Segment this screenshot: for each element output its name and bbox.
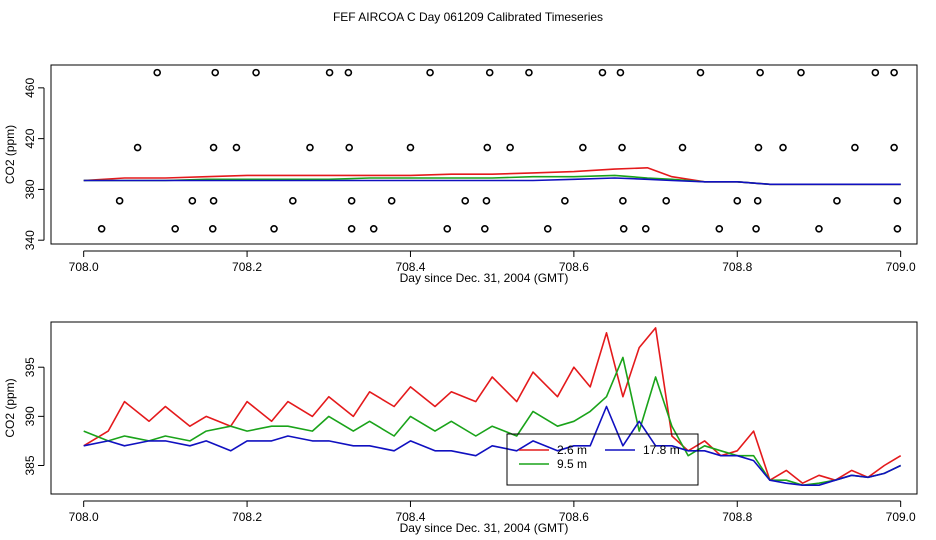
y-tick-label: 460	[23, 78, 37, 98]
calibration-point	[833, 197, 841, 205]
calibration-point	[153, 68, 162, 77]
series-line-95m	[83, 356, 902, 487]
series-line-26m	[83, 167, 901, 186]
calibration-point	[506, 143, 514, 152]
calibration-point	[561, 197, 569, 205]
series-line-26m	[83, 327, 902, 485]
legend-label: 2.6 m	[557, 443, 587, 457]
calibration-point	[696, 68, 705, 77]
calibration-point	[426, 68, 434, 77]
calibration-point	[579, 143, 587, 152]
calibration-point	[543, 224, 552, 233]
calibration-point	[270, 224, 278, 233]
y-tick-label: 380	[23, 179, 37, 199]
calibration-point	[756, 68, 764, 77]
calibration-point	[678, 143, 687, 152]
calibration-point	[289, 197, 297, 205]
x-tick-label: 708.2	[232, 510, 262, 524]
calibration-point	[890, 143, 898, 152]
calibration-point	[443, 224, 452, 233]
calibration-point	[483, 143, 492, 152]
legend: 2.6 m9.5 m 17.8 m	[506, 433, 699, 486]
calibration-point	[797, 68, 805, 77]
legend-label: 17.8 m	[643, 443, 680, 457]
x-tick-label: 708.4	[395, 260, 425, 274]
calibration-point	[461, 197, 470, 205]
calibration-point	[616, 68, 625, 77]
x-tick-label: 708.8	[722, 260, 752, 274]
calibration-point	[715, 224, 724, 233]
y-axis-label: CO2 (ppm)	[3, 125, 17, 184]
y-tick-label: 385	[23, 455, 37, 475]
top-panel: 708.0 708.2 708.4 708.6 708.8 709.0 Day since …	[3, 64, 918, 285]
bottom-panel: 708.0 708.2 708.4 708.6 708.8 709.0 Day since …	[3, 321, 918, 535]
y-tick-label: 390	[23, 406, 37, 426]
calibration-point	[871, 68, 880, 77]
x-tick-label: 708.2	[232, 260, 262, 274]
calibration-point	[779, 143, 787, 152]
calibration-point	[171, 224, 179, 233]
calibration-point	[209, 197, 218, 205]
y-tick-label: 395	[23, 357, 37, 377]
y-tick-label: 340	[23, 230, 37, 250]
calibration-point	[753, 197, 762, 205]
calibration-point	[618, 143, 626, 152]
calibration-point	[662, 197, 670, 205]
x-tick-label: 708.6	[559, 260, 589, 274]
y-axis-label: CO2 (ppm)	[3, 378, 17, 437]
page-title: FEF AIRCOA C Day 061209 Calibrated Times…	[333, 10, 603, 24]
legend-box	[506, 433, 699, 486]
calibration-point	[325, 68, 334, 77]
calibration-point	[752, 224, 760, 233]
calibration-point	[97, 224, 106, 233]
legend-label: 9.5 m	[557, 457, 587, 471]
calibration-point	[232, 143, 241, 152]
calibration-point	[211, 68, 220, 77]
calibration-point	[619, 224, 628, 233]
x-tick-label: 708.6	[559, 510, 589, 524]
calibration-point	[387, 197, 396, 205]
calibration-point	[733, 197, 742, 205]
calibration-point	[188, 197, 197, 205]
x-tick-label: 708.0	[69, 260, 99, 274]
calibration-point	[344, 68, 353, 77]
calibration-point	[598, 68, 607, 77]
calibration-point	[306, 143, 314, 152]
calibration-point	[347, 197, 356, 205]
calibration-point	[252, 68, 260, 77]
x-tick-label: 709.0	[886, 510, 916, 524]
calibration-point	[890, 68, 898, 77]
calibration-point	[406, 143, 415, 152]
x-axis-label: Day since Dec. 31, 2004 (GMT)	[400, 271, 569, 285]
calibration-point	[619, 197, 627, 205]
calibration-point	[347, 224, 356, 233]
series-line-178m	[83, 177, 901, 186]
x-tick-label: 709.0	[886, 260, 916, 274]
plot-frame	[50, 321, 918, 495]
calibration-point	[208, 224, 217, 233]
x-tick-label: 708.8	[722, 510, 752, 524]
calibration-point	[369, 224, 378, 233]
calibration-point	[525, 68, 533, 77]
calibration-point	[133, 143, 142, 152]
y-tick-label: 420	[23, 128, 37, 148]
calibration-point	[815, 224, 823, 233]
x-axis-label: Day since Dec. 31, 2004 (GMT)	[400, 521, 569, 535]
calibration-point	[115, 197, 124, 205]
calibration-point	[482, 197, 491, 205]
calibration-point	[851, 143, 859, 152]
calibration-point	[209, 143, 218, 152]
plot-frame	[50, 64, 918, 245]
calibration-point	[754, 143, 763, 152]
calibration-point	[481, 224, 489, 233]
series-line-178m	[83, 405, 902, 487]
calibration-point	[893, 197, 902, 205]
x-tick-label: 708.4	[395, 510, 425, 524]
calibration-point	[345, 143, 353, 152]
calibration-point	[485, 68, 494, 77]
calibration-point	[641, 224, 650, 233]
calibration-point	[893, 224, 902, 233]
x-tick-label: 708.0	[69, 510, 99, 524]
